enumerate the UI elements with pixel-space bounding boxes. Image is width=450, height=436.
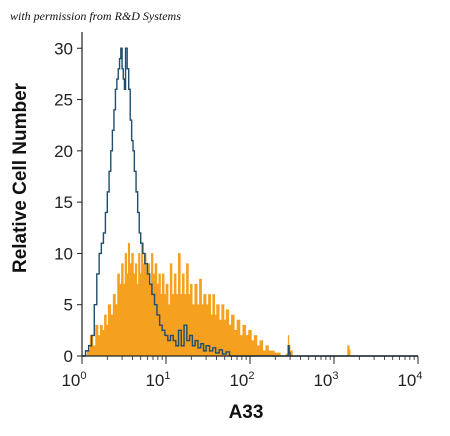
x-tick-label: 104 xyxy=(397,370,422,390)
y-tick-label: 30 xyxy=(54,39,73,58)
histogram-series-1-filled xyxy=(82,242,418,357)
y-axis-title: Relative Cell Number xyxy=(10,82,31,273)
y-tick-label: 10 xyxy=(54,244,73,263)
plot-area: 0 5 10 15 20 25 30 100 101 102 103 104 xyxy=(54,32,423,390)
y-tick-label: 25 xyxy=(54,91,73,110)
x-tick-label: 102 xyxy=(229,370,254,390)
y-tick-label: 20 xyxy=(54,142,73,161)
y-tick-label: 5 xyxy=(64,296,73,315)
x-axis-title: A33 xyxy=(229,402,264,423)
y-tick-label: 15 xyxy=(54,193,73,212)
x-tick-label: 103 xyxy=(313,370,338,390)
x-tick-label: 100 xyxy=(61,370,86,390)
x-tick-label: 101 xyxy=(145,370,170,390)
y-tick-label: 0 xyxy=(64,347,73,366)
histogram-series-2-outline xyxy=(82,47,418,357)
permission-credit: with permission from R&D Systems xyxy=(10,9,181,23)
